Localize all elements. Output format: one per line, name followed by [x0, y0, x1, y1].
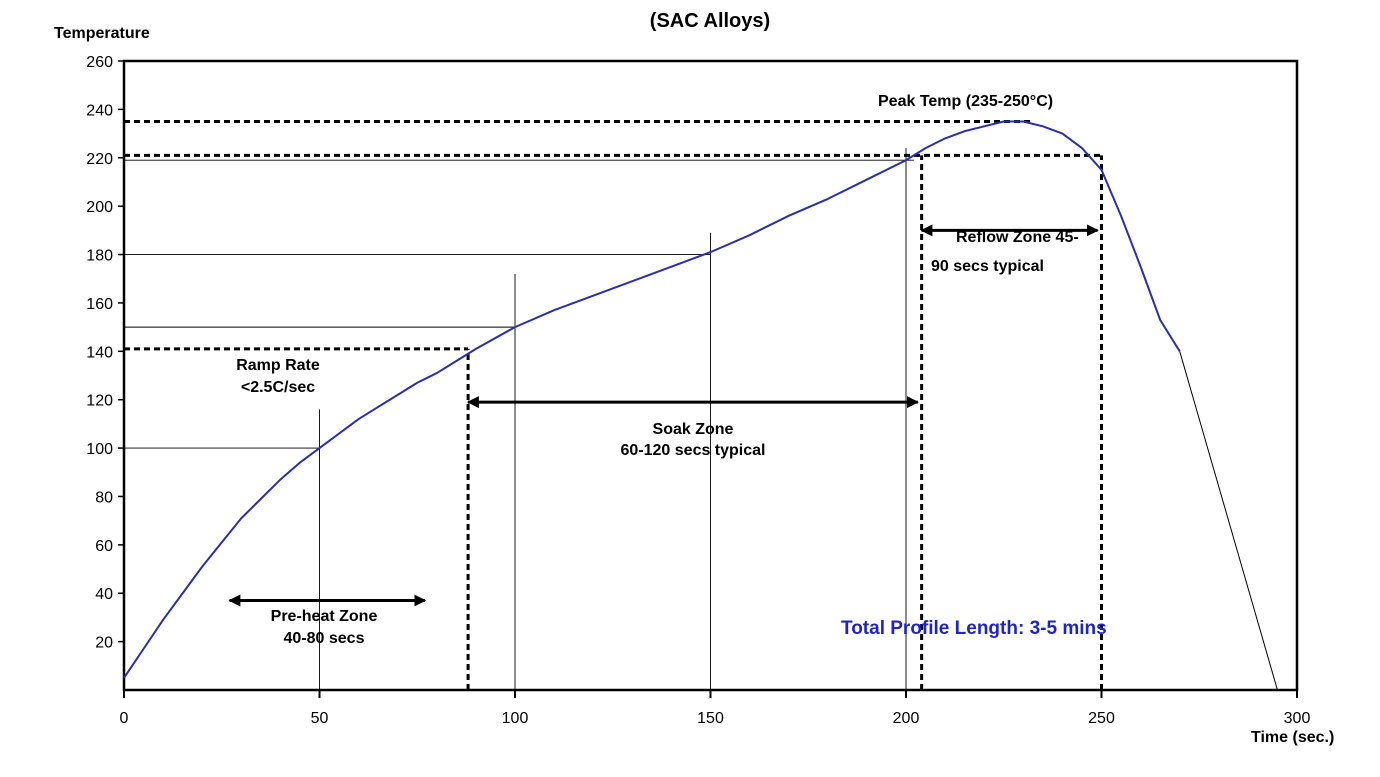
y-tick-label-140: 140	[86, 344, 113, 361]
zone-arrows	[228, 224, 1099, 607]
cooling-line	[1179, 351, 1278, 691]
x-tick-label-300: 300	[1284, 710, 1311, 727]
y-tick-label-80: 80	[95, 489, 113, 506]
series-layer	[123, 120, 1278, 691]
ramp-rate-annotation-line1: Ramp Rate	[236, 357, 320, 374]
ramp-rate-annotation-line2: <2.5C/sec	[240, 379, 316, 396]
soak-zone-annotation-line1: Soak Zone	[652, 421, 734, 438]
axis-ticks: 0 50 100 150 200 250 300 20 40 60 80 100 120 140 160 18…	[86, 54, 1310, 727]
x-tick-label-0: 0	[120, 710, 129, 727]
x-tick-label-250: 250	[1088, 710, 1115, 727]
y-tick-label-200: 200	[86, 199, 113, 216]
y-tick-label-160: 160	[86, 296, 113, 313]
guide-lines	[124, 119, 1103, 690]
total-profile-length: Total Profile Length: 3-5 mins	[841, 618, 1107, 639]
y-tick-label-260: 260	[86, 54, 113, 71]
y-tick-label-120: 120	[86, 393, 113, 410]
peak-temp-annotation: Peak Temp (235-250°C)	[878, 93, 1054, 110]
y-tick-label-240: 240	[86, 102, 113, 119]
chart-title: (SAC Alloys)	[649, 10, 771, 32]
preheat-zone-annotation-line1: Pre-heat Zone	[270, 608, 378, 625]
reflow-zone-annotation-line2: 90 secs typical	[931, 258, 1044, 275]
y-tick-label-180: 180	[86, 248, 113, 265]
x-tick-label-100: 100	[502, 710, 529, 727]
y-tick-label-20: 20	[95, 635, 113, 652]
y-axis-label: Temperature	[54, 25, 150, 42]
x-axis-label: Time (sec.)	[1251, 729, 1335, 746]
reflow-zone-annotation-line1: Reflow Zone 45-	[956, 229, 1079, 246]
y-tick-label-60: 60	[95, 538, 113, 555]
x-tick-label-50: 50	[311, 710, 329, 727]
temperature-curve-0	[123, 120, 1181, 679]
x-tick-label-150: 150	[697, 710, 724, 727]
y-tick-label-220: 220	[86, 151, 113, 168]
x-tick-label-200: 200	[893, 710, 920, 727]
y-tick-label-40: 40	[95, 586, 113, 603]
y-tick-label-100: 100	[86, 441, 113, 458]
soak-zone-annotation-line2: 60-120 secs typical	[620, 442, 766, 459]
preheat-zone-annotation-line2: 40-80 secs	[283, 630, 365, 647]
